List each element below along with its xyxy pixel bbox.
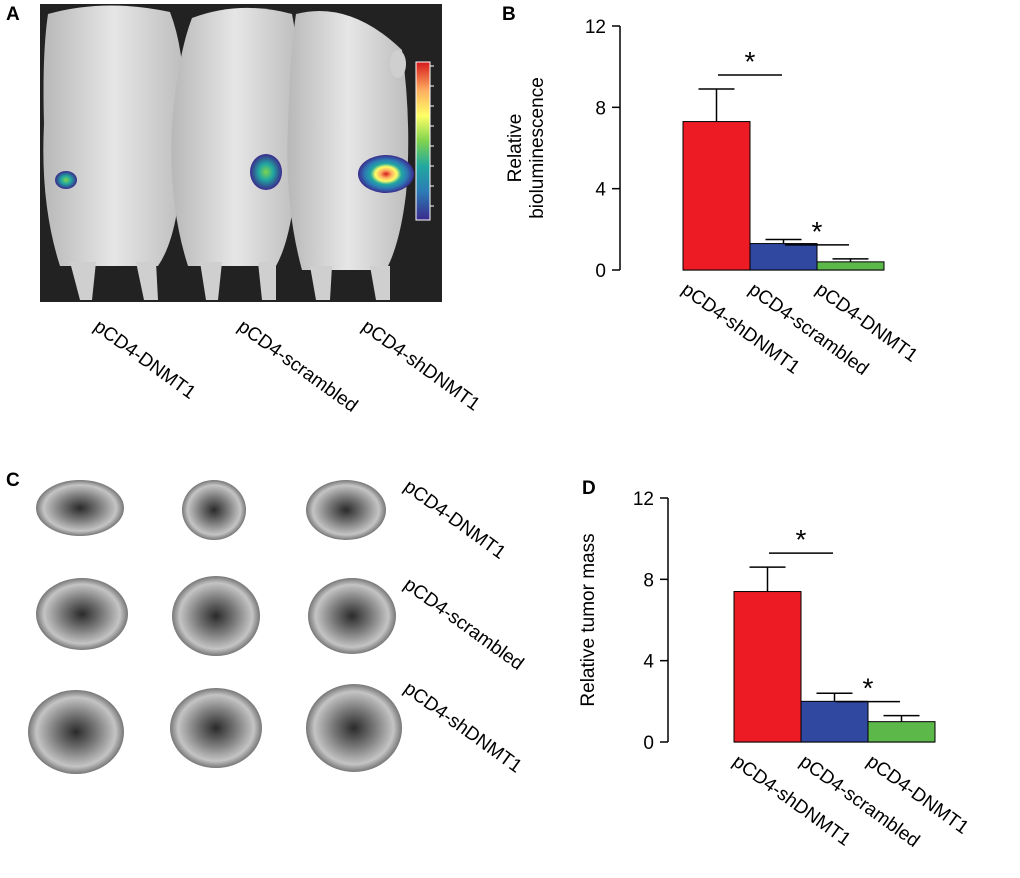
mouse-label-2: pCD4-scrambled <box>233 316 362 417</box>
tumor-section <box>36 480 124 536</box>
significance-star: * <box>796 524 807 555</box>
bar <box>800 700 869 743</box>
panel-letter-a: A <box>6 4 20 25</box>
tumor-section <box>182 480 246 540</box>
tumor-section <box>306 684 402 772</box>
panel-letter-c: C <box>6 470 20 491</box>
significance-star: * <box>863 673 874 704</box>
panel-letter-d: D <box>582 478 596 499</box>
bar <box>682 121 751 271</box>
mice-bioluminescence-image <box>40 4 442 302</box>
tumor-section <box>36 578 128 650</box>
y-tick-label: 0 <box>643 733 654 754</box>
y-axis-label: Relative <box>505 114 526 183</box>
y-tick-label: 4 <box>595 180 606 201</box>
significance-star: * <box>745 46 756 77</box>
tumor-section <box>308 578 396 654</box>
bioluminescence-bar-chart: 0 4 8 12 Relative bioluminescence pCD4-shDNMT1… <box>505 17 921 380</box>
tumor-section <box>306 480 386 540</box>
bar <box>867 721 936 743</box>
mouse-label-1: pCD4-DNMT1 <box>89 316 200 404</box>
panel-letter-b: B <box>502 4 516 25</box>
x-tick-label: pCD4-shDNMT1 <box>678 279 804 379</box>
tumor-section <box>172 576 260 656</box>
signal-blob-3 <box>358 155 414 193</box>
color-scale-bar <box>415 61 431 221</box>
signal-blob-1 <box>55 171 77 189</box>
mouse-label-3: pCD4-shDNMT1 <box>357 316 484 416</box>
y-tick-label: 8 <box>643 570 654 591</box>
y-tick-label: 0 <box>595 261 606 282</box>
significance-star: * <box>812 216 823 247</box>
bar <box>749 243 818 271</box>
x-tick-label: pCD4-shDNMT1 <box>729 751 855 851</box>
signal-blob-2 <box>250 154 282 190</box>
y-tick-label: 12 <box>585 17 606 38</box>
y-axis-label: Relative tumor mass <box>580 533 599 706</box>
bar <box>733 591 802 743</box>
y-tick-label: 8 <box>595 98 606 119</box>
tumor-sections-image <box>28 480 402 774</box>
bar <box>816 261 885 271</box>
tumor-section <box>28 690 124 774</box>
tumor-mass-bar-chart: 0 4 8 12 Relative tumor mass pCD4-shDNMT1pCD4… <box>580 489 972 852</box>
x-tick-label: pCD4-scrambled <box>745 279 873 380</box>
x-tick-label: pCD4-scrambled <box>796 751 924 852</box>
tumor-section <box>170 688 262 768</box>
y-tick-label: 4 <box>643 652 654 673</box>
y-axis-label: bioluminescence <box>527 77 548 219</box>
y-tick-label: 12 <box>633 489 654 510</box>
